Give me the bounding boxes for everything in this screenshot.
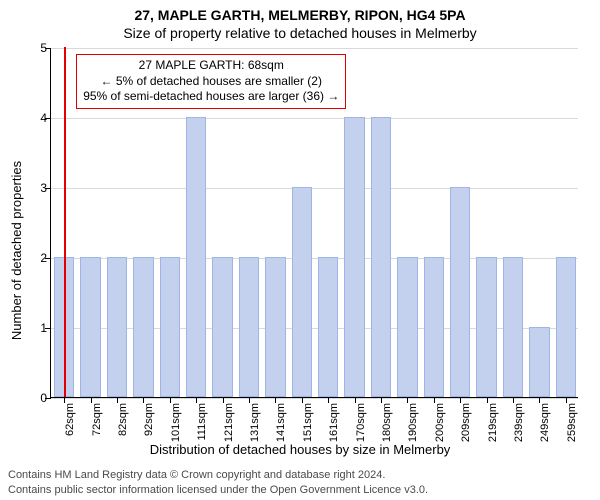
bar: [107, 257, 128, 397]
bar: [503, 257, 524, 397]
page-root: 27, MAPLE GARTH, MELMERBY, RIPON, HG4 5P…: [0, 0, 600, 500]
x-tick-label: 170sqm: [355, 403, 367, 442]
y-axis-label: Number of detached properties: [10, 160, 25, 339]
y-tick-label: 1: [29, 321, 47, 335]
gridline: [51, 118, 578, 119]
x-tick-label: 200sqm: [434, 403, 446, 442]
gridline: [51, 398, 578, 399]
bar: [80, 257, 101, 397]
marker-line: [64, 47, 66, 397]
x-tick-label: 62sqm: [64, 403, 76, 436]
bar: [292, 187, 313, 397]
y-tick-label: 0: [29, 391, 47, 405]
bar: [529, 327, 550, 397]
x-tick-label: 92sqm: [143, 403, 155, 436]
x-tick-label: 249sqm: [539, 403, 551, 442]
bar: [450, 187, 471, 397]
annotation-box: 27 MAPLE GARTH: 68sqm← 5% of detached ho…: [76, 54, 346, 109]
footer-line-2: Contains public sector information licen…: [8, 483, 600, 498]
plot-area: 01234562sqm72sqm82sqm92sqm101sqm111sqm12…: [50, 48, 578, 398]
footer: Contains HM Land Registry data © Crown c…: [0, 468, 600, 498]
x-tick-label: 111sqm: [196, 403, 208, 441]
x-tick-label: 180sqm: [381, 403, 393, 442]
chart-subtitle: Size of property relative to detached ho…: [0, 25, 600, 41]
gridline: [51, 258, 578, 259]
bar: [239, 257, 260, 397]
bar: [133, 257, 154, 397]
bar: [186, 117, 207, 397]
bar: [160, 257, 181, 397]
bar: [556, 257, 577, 397]
x-tick-label: 141sqm: [275, 403, 287, 442]
x-tick-label: 219sqm: [487, 403, 499, 442]
x-tick-label: 131sqm: [249, 403, 261, 442]
x-tick-label: 239sqm: [513, 403, 525, 442]
annotation-line: ← 5% of detached houses are smaller (2): [83, 74, 339, 90]
x-tick-label: 151sqm: [302, 403, 314, 442]
x-axis-label: Distribution of detached houses by size …: [0, 442, 600, 457]
y-tick-label: 4: [29, 111, 47, 125]
bar: [318, 257, 339, 397]
y-tick-label: 2: [29, 251, 47, 265]
y-axis-label-wrap: Number of detached properties: [10, 0, 24, 500]
y-tick-label: 3: [29, 181, 47, 195]
chart-title-address: 27, MAPLE GARTH, MELMERBY, RIPON, HG4 5P…: [0, 7, 600, 23]
bar: [344, 117, 365, 397]
x-tick-label: 82sqm: [117, 403, 129, 436]
footer-line-1: Contains HM Land Registry data © Crown c…: [8, 468, 600, 483]
x-tick-label: 101sqm: [170, 403, 182, 442]
x-tick-label: 259sqm: [566, 403, 578, 442]
bar: [397, 257, 418, 397]
gridline: [51, 48, 578, 49]
bar: [476, 257, 497, 397]
x-tick-label: 190sqm: [407, 403, 419, 442]
bar: [212, 257, 233, 397]
x-tick-label: 209sqm: [460, 403, 472, 442]
x-tick-label: 161sqm: [328, 403, 340, 442]
bar: [371, 117, 392, 397]
gridline: [51, 188, 578, 189]
annotation-line: 27 MAPLE GARTH: 68sqm: [83, 58, 339, 74]
x-tick-label: 121sqm: [223, 403, 235, 442]
bar: [424, 257, 445, 397]
annotation-line: 95% of semi-detached houses are larger (…: [83, 89, 339, 105]
bar: [265, 257, 286, 397]
y-tick-label: 5: [29, 41, 47, 55]
x-tick-label: 72sqm: [91, 403, 103, 436]
gridline: [51, 328, 578, 329]
